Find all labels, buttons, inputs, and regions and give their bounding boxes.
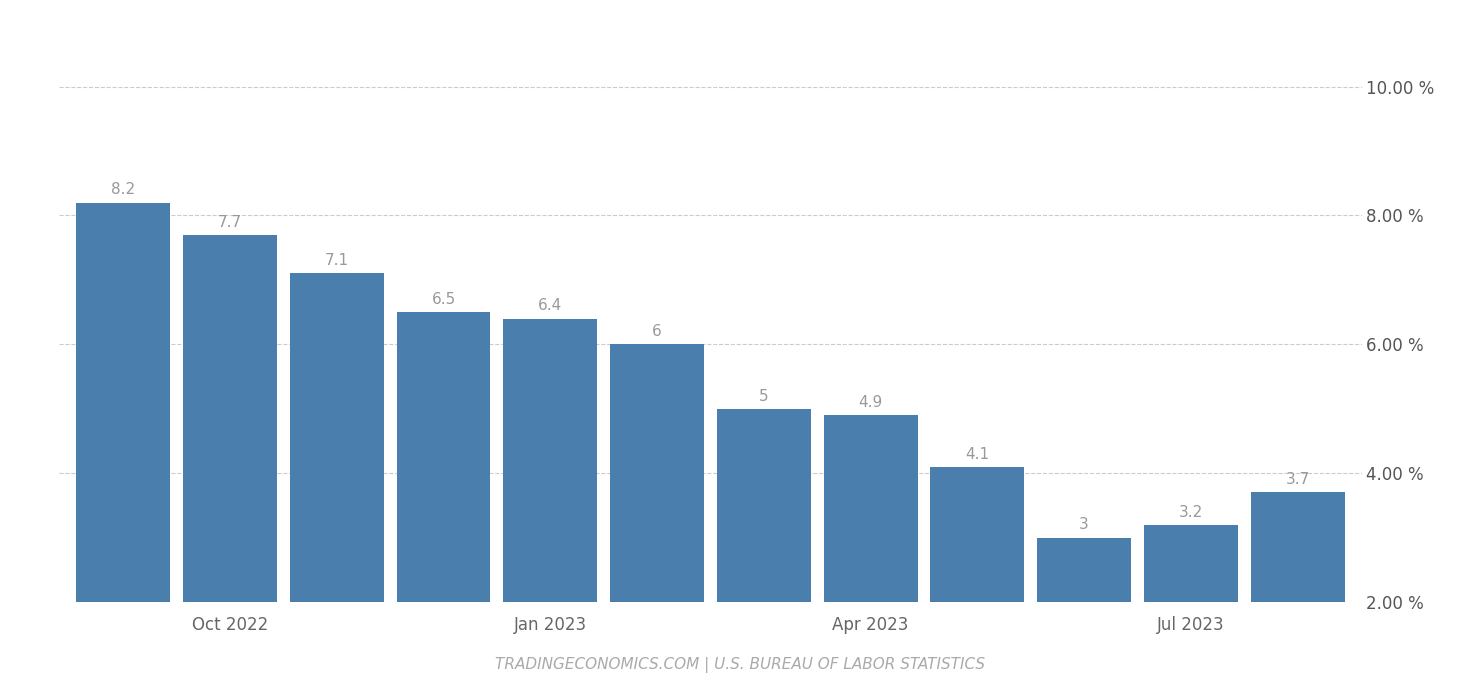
Bar bbox=[716, 409, 811, 602]
Text: 6.4: 6.4 bbox=[539, 298, 562, 314]
Bar bbox=[823, 415, 918, 602]
Text: 3.2: 3.2 bbox=[1178, 505, 1203, 519]
Bar bbox=[1037, 538, 1131, 602]
Text: 3: 3 bbox=[1079, 517, 1089, 533]
Bar bbox=[1144, 525, 1237, 602]
Text: TRADINGECONOMICS.COM | U.S. BUREAU OF LABOR STATISTICS: TRADINGECONOMICS.COM | U.S. BUREAU OF LA… bbox=[494, 657, 986, 673]
Bar bbox=[610, 344, 704, 602]
Text: 8.2: 8.2 bbox=[111, 183, 135, 197]
Bar bbox=[290, 274, 383, 602]
Text: 5: 5 bbox=[759, 389, 768, 403]
Text: 4.1: 4.1 bbox=[965, 447, 989, 461]
Text: 7.1: 7.1 bbox=[324, 253, 349, 268]
Bar bbox=[397, 312, 490, 602]
Text: 7.7: 7.7 bbox=[218, 215, 243, 230]
Bar bbox=[931, 467, 1024, 602]
Text: 6: 6 bbox=[653, 324, 662, 339]
Bar bbox=[503, 318, 598, 602]
Bar bbox=[184, 234, 277, 602]
Bar bbox=[1251, 493, 1344, 602]
Text: 4.9: 4.9 bbox=[858, 395, 882, 410]
Bar bbox=[77, 202, 170, 602]
Text: 6.5: 6.5 bbox=[431, 292, 456, 307]
Text: 3.7: 3.7 bbox=[1286, 473, 1310, 487]
